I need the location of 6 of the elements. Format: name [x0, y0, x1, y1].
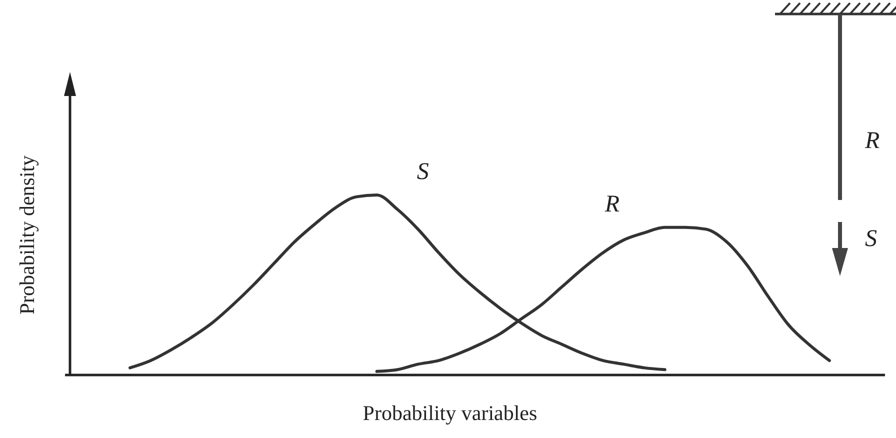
series-label: R	[604, 191, 620, 218]
series-label: S	[416, 159, 429, 185]
text: S	[865, 226, 877, 252]
y-axis-title: Probability density	[15, 154, 39, 315]
text: R	[864, 128, 880, 154]
x-axis-title: Probability variables	[362, 401, 538, 425]
